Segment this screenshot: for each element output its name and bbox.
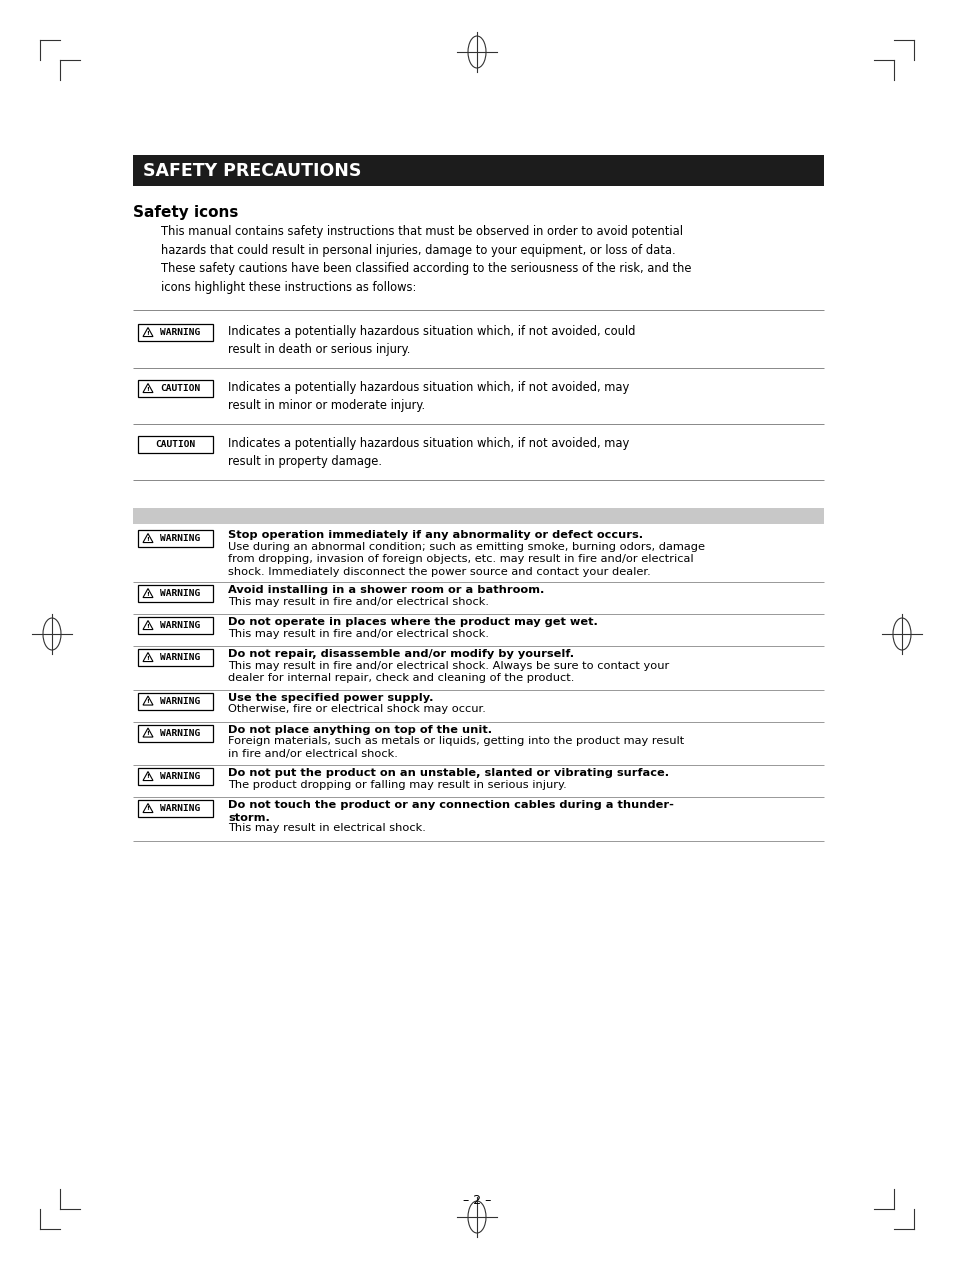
Text: WARNING: WARNING (160, 327, 200, 338)
Polygon shape (143, 803, 152, 812)
Polygon shape (143, 589, 152, 598)
Text: Use during an abnormal condition; such as emitting smoke, burning odors, damage
: Use during an abnormal condition; such a… (228, 542, 704, 577)
Text: This may result in electrical shock.: This may result in electrical shock. (228, 824, 425, 832)
Text: This may result in fire and/or electrical shock.: This may result in fire and/or electrica… (228, 628, 489, 638)
Bar (138, 617, 213, 634)
Text: !: ! (147, 387, 150, 392)
Text: Avoid installing in a shower room or a bathroom.: Avoid installing in a shower room or a b… (228, 585, 544, 595)
Text: WARNING: WARNING (160, 654, 200, 662)
Text: WARNING: WARNING (160, 589, 200, 598)
Text: !: ! (147, 731, 150, 736)
Text: !: ! (147, 591, 150, 596)
Text: Indicates a potentially hazardous situation which, if not avoided, may
result in: Indicates a potentially hazardous situat… (228, 437, 629, 468)
Polygon shape (143, 621, 152, 629)
Bar (138, 725, 213, 741)
Bar (138, 768, 213, 786)
Text: !: ! (147, 330, 150, 335)
Text: !: ! (147, 699, 150, 704)
Bar (138, 693, 213, 709)
Polygon shape (143, 327, 152, 336)
Polygon shape (143, 728, 152, 737)
Text: !: ! (147, 537, 150, 542)
Bar (138, 530, 213, 547)
Text: Do not put the product on an unstable, slanted or vibrating surface.: Do not put the product on an unstable, s… (228, 768, 668, 778)
Bar (138, 324, 213, 341)
Text: – 2 –: – 2 – (462, 1194, 491, 1207)
Text: Foreign materials, such as metals or liquids, getting into the product may resul: Foreign materials, such as metals or liq… (228, 736, 683, 759)
Bar (132, 508, 823, 524)
Text: !: ! (147, 623, 150, 628)
Text: The product dropping or falling may result in serious injury.: The product dropping or falling may resu… (228, 779, 566, 789)
Text: Indicates a potentially hazardous situation which, if not avoided, may
result in: Indicates a potentially hazardous situat… (228, 381, 629, 412)
Text: Safety icons: Safety icons (132, 204, 238, 220)
Bar (138, 585, 213, 602)
Text: Do not operate in places where the product may get wet.: Do not operate in places where the produ… (228, 617, 598, 627)
Bar (138, 799, 213, 817)
Text: Otherwise, fire or electrical shock may occur.: Otherwise, fire or electrical shock may … (228, 704, 485, 714)
Text: !: ! (147, 656, 150, 660)
Text: !: ! (147, 807, 150, 811)
Text: CAUTION: CAUTION (160, 385, 200, 393)
Text: This may result in fire and/or electrical shock. Always be sure to contact your
: This may result in fire and/or electrica… (228, 660, 669, 683)
Polygon shape (143, 652, 152, 661)
Text: WARNING: WARNING (160, 697, 200, 706)
Bar (138, 437, 213, 453)
Bar (132, 155, 823, 187)
Text: Do not touch the product or any connection cables during a thunder-
storm.: Do not touch the product or any connecti… (228, 799, 673, 822)
Text: SAFETY PRECAUTIONS: SAFETY PRECAUTIONS (143, 161, 361, 179)
Polygon shape (143, 697, 152, 706)
Text: Do not place anything on top of the unit.: Do not place anything on top of the unit… (228, 725, 492, 735)
Bar (138, 648, 213, 666)
Text: Indicates a potentially hazardous situation which, if not avoided, could
result : Indicates a potentially hazardous situat… (228, 325, 635, 357)
Text: WARNING: WARNING (160, 534, 200, 543)
Text: Use the specified power supply.: Use the specified power supply. (228, 693, 433, 703)
Text: Do not repair, disassemble and/or modify by yourself.: Do not repair, disassemble and/or modify… (228, 648, 574, 659)
Text: This may result in fire and/or electrical shock.: This may result in fire and/or electrica… (228, 596, 489, 607)
Text: This manual contains safety instructions that must be observed in order to avoid: This manual contains safety instructions… (161, 225, 691, 293)
Text: !: ! (147, 774, 150, 779)
Bar (138, 379, 213, 397)
Polygon shape (143, 772, 152, 780)
Polygon shape (143, 383, 152, 392)
Polygon shape (143, 533, 152, 543)
Text: WARNING: WARNING (160, 772, 200, 780)
Text: WARNING: WARNING (160, 728, 200, 737)
Text: Stop operation immediately if any abnormality or defect occurs.: Stop operation immediately if any abnorm… (228, 530, 642, 541)
Text: CAUTION: CAUTION (155, 440, 195, 449)
Text: WARNING: WARNING (160, 621, 200, 629)
Text: WARNING: WARNING (160, 805, 200, 813)
